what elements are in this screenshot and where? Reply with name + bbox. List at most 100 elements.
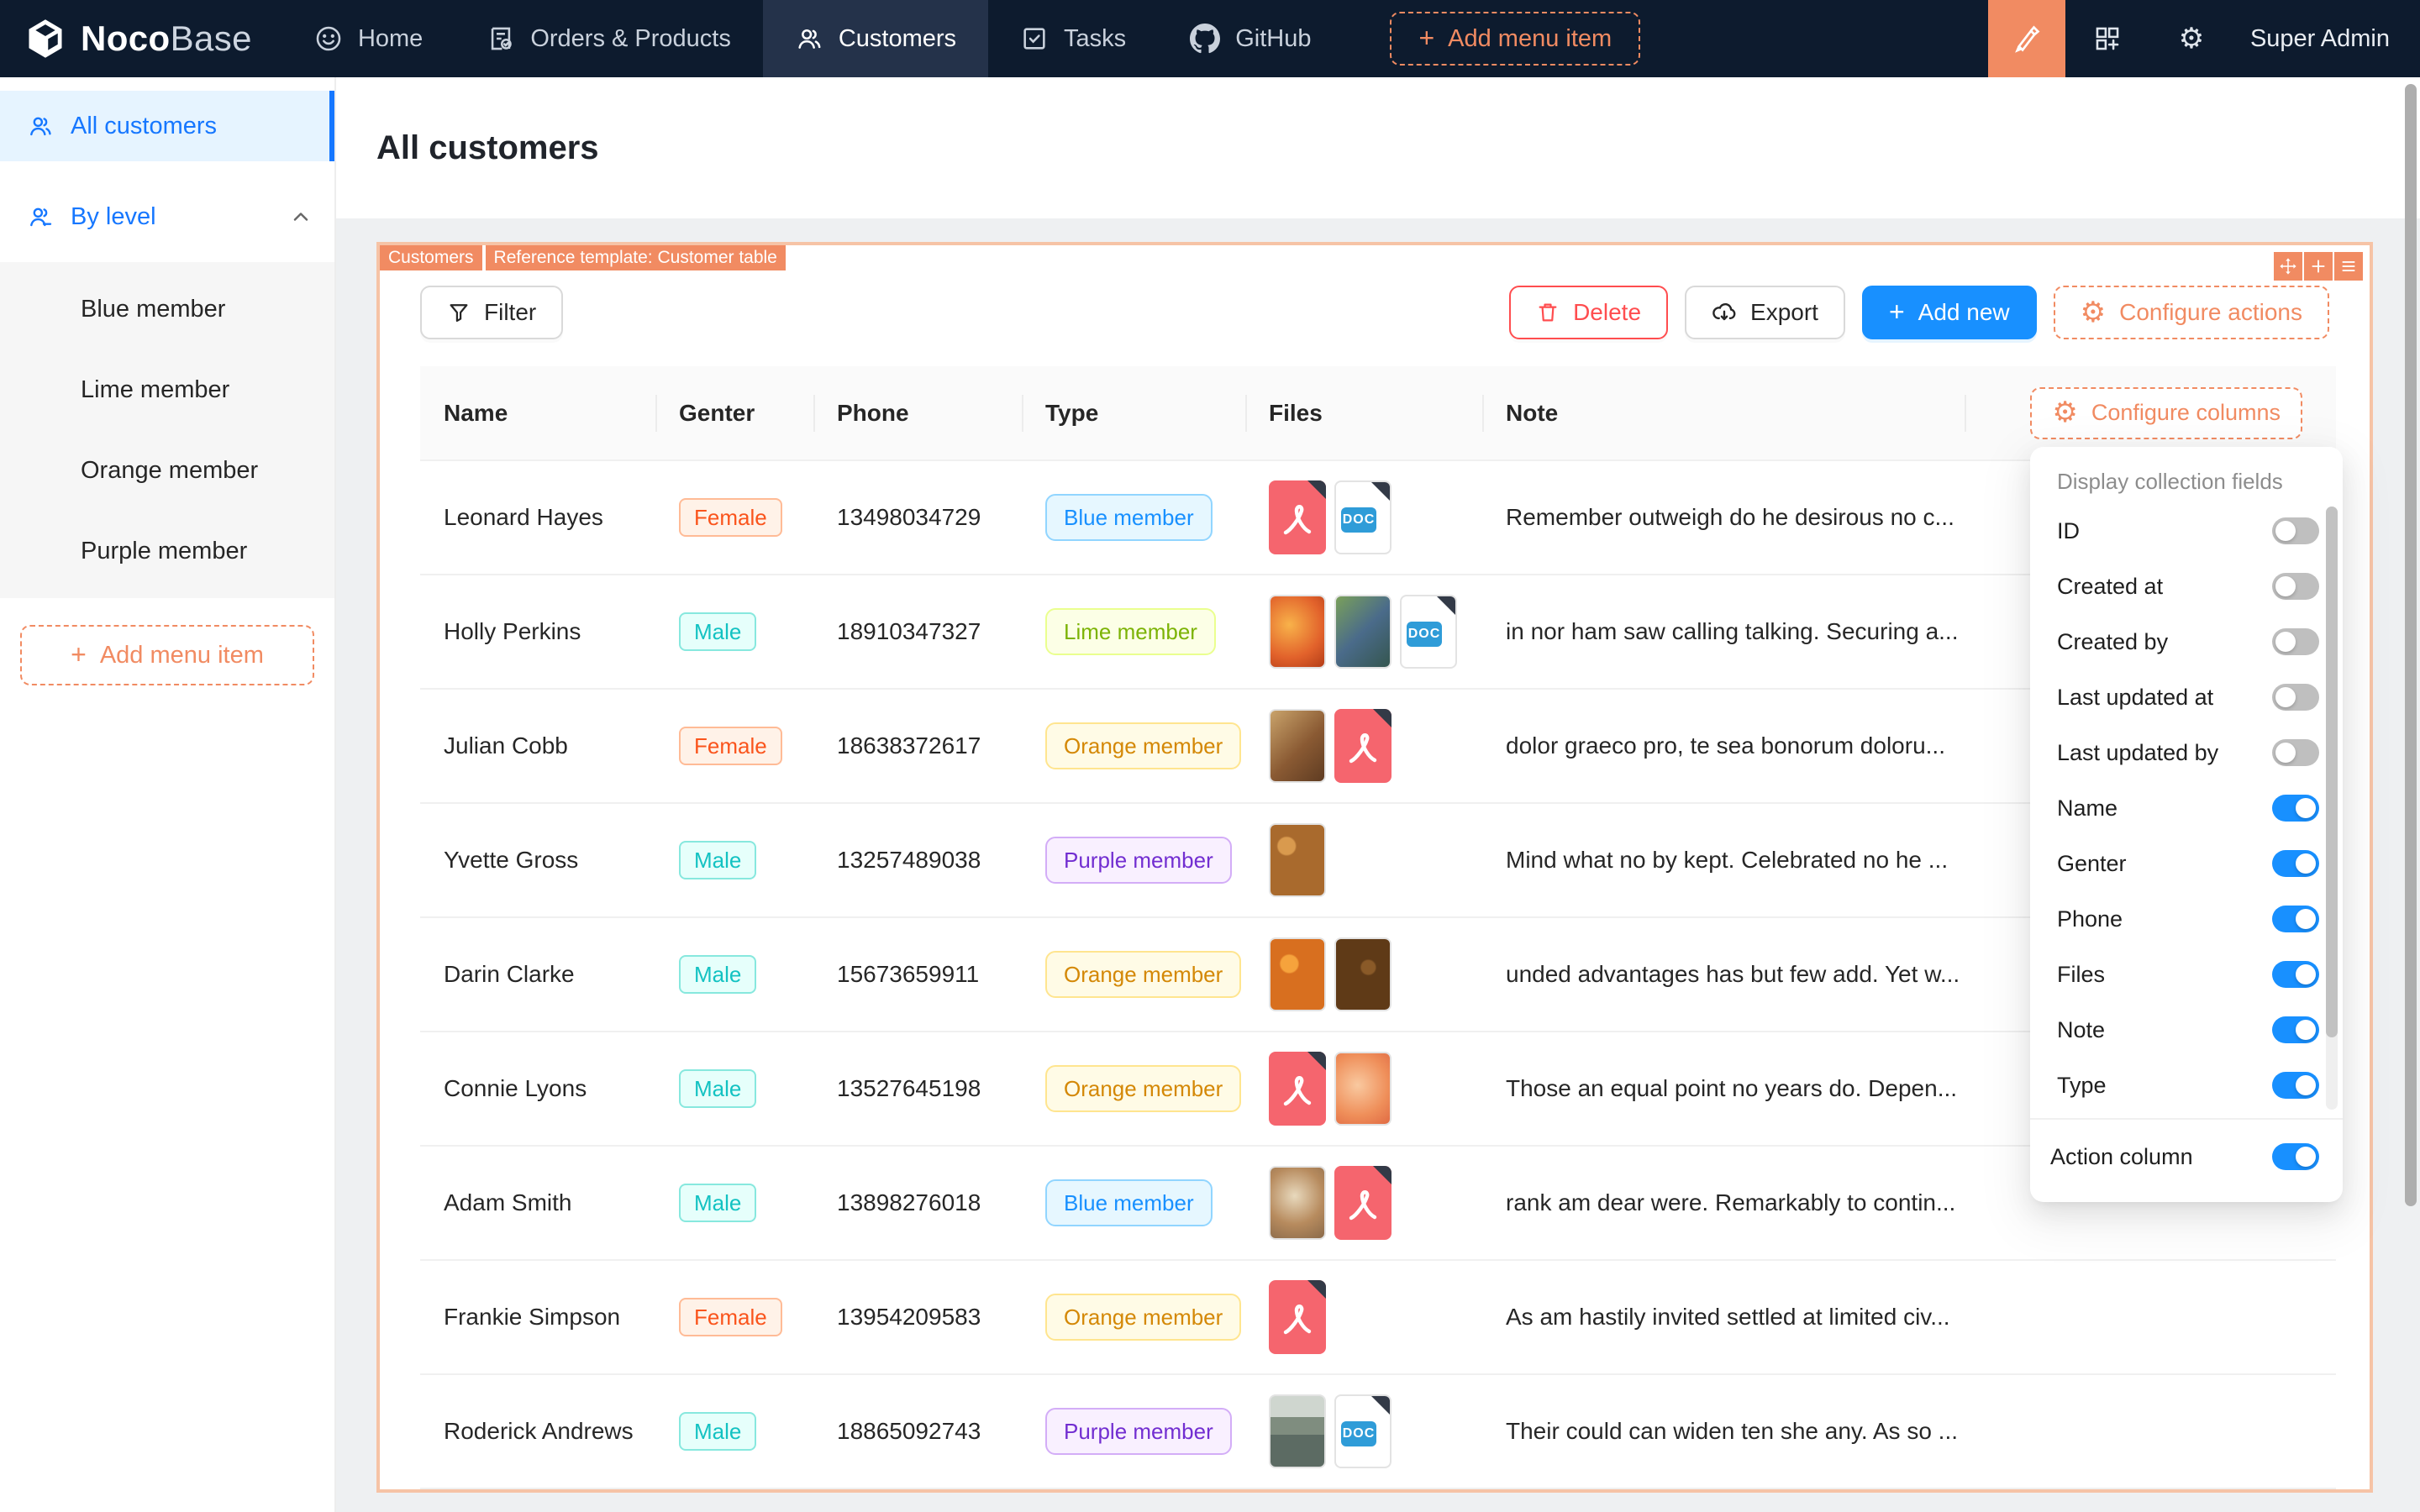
doc-file-thumbnail[interactable]: DOC [1334,480,1392,554]
sidebar-item-all-customers[interactable]: All customers [0,91,334,161]
nav-add-menu-item-button[interactable]: Add menu item [1390,12,1641,66]
pdf-file-thumbnail[interactable] [1269,480,1326,554]
plugin-manager-button[interactable] [2065,0,2149,77]
toggle-switch[interactable] [2272,517,2319,544]
doc-file-thumbnail[interactable]: DOC [1400,595,1457,669]
column-header-type[interactable]: Type [1022,366,1245,461]
field-toggle-genter[interactable]: Genter [2030,836,2343,891]
column-header-gender[interactable]: Genter [655,366,813,461]
image-file-thumbnail[interactable] [1269,595,1326,669]
nav-item-customers[interactable]: Customers [762,0,989,77]
sidebar-item-blue-member[interactable]: Blue member [0,269,334,349]
image-file-thumbnail[interactable] [1269,709,1326,783]
pdf-file-thumbnail[interactable] [1269,1052,1326,1126]
image-file-thumbnail[interactable] [1334,595,1392,669]
toggle-switch[interactable] [2272,1016,2319,1043]
table-row[interactable]: Frankie Simpson Female 13954209583 Orang… [420,1260,2336,1375]
files-cell [1245,803,1482,918]
image-file-thumbnail[interactable] [1334,937,1392,1011]
page-scrollbar[interactable] [2405,84,2417,1206]
sidebar-add-menu-item-button[interactable]: Add menu item [20,625,314,685]
filter-button[interactable]: Filter [420,286,564,339]
block-menu-icon[interactable] [2334,252,2363,281]
field-toggle-name[interactable]: Name [2030,780,2343,836]
plus-icon [71,641,87,670]
column-header-files[interactable]: Files [1245,366,1482,461]
table-row[interactable]: Yvette Gross Male 13257489038 Purple mem… [420,803,2336,918]
drag-handle-icon[interactable] [2274,252,2302,281]
gender-cell: Male [655,803,813,918]
user-menu[interactable]: Super Admin [2233,0,2420,77]
column-header-name[interactable]: Name [420,366,655,461]
nav-item-github[interactable]: GitHub [1158,0,1343,77]
configure-columns-button[interactable]: Configure columns [2030,386,2302,439]
settings-button[interactable] [2149,0,2233,77]
table-row[interactable]: Darin Clarke Male 15673659911 Orange mem… [420,917,2336,1032]
field-toggle-type[interactable]: Type [2030,1058,2343,1113]
dropdown-scrollbar-thumb[interactable] [2326,507,2338,1037]
customer-name-cell: Roderick Andrews [420,1374,655,1489]
pdf-file-thumbnail[interactable] [1334,1166,1392,1240]
toggle-switch[interactable] [2272,850,2319,877]
table-row[interactable]: Roderick Andrews Male 18865092743 Purple… [420,1374,2336,1489]
note-cell: unded advantages has but few add. Yet w.… [1482,917,1965,1032]
sidebar-item-orange-member[interactable]: Orange member [0,430,334,511]
nav-item-tasks[interactable]: Tasks [988,0,1158,77]
table-row[interactable]: Adam Smith Male 13898276018 Blue member … [420,1146,2336,1261]
doc-file-thumbnail[interactable]: DOC [1334,1394,1392,1468]
files-cell [1245,689,1482,804]
field-label: Name [2057,795,2118,821]
export-button[interactable]: Export [1685,286,1845,339]
gender-tag: Male [679,1412,757,1451]
configure-actions-button[interactable]: Configure actions [2053,286,2329,339]
image-file-thumbnail[interactable] [1334,1052,1392,1126]
toggle-switch[interactable] [2272,1143,2319,1170]
table-row[interactable]: Connie Lyons Male 13527645198 Orange mem… [420,1032,2336,1147]
column-header-phone[interactable]: Phone [813,366,1022,461]
nocobase-logo[interactable]: NocoBase [0,0,282,77]
sidebar-item-by-level[interactable]: By level [0,181,334,252]
field-toggle-created-at[interactable]: Created at [2030,559,2343,614]
table-row[interactable]: Leonard Hayes Female 13498034729 Blue me… [420,460,2336,575]
gender-cell: Male [655,1032,813,1147]
add-block-icon[interactable] [2304,252,2333,281]
field-toggle-last-updated-at[interactable]: Last updated at [2030,669,2343,725]
image-file-thumbnail[interactable] [1269,1394,1326,1468]
image-file-thumbnail[interactable] [1269,1166,1326,1240]
sidebar-item-purple-member[interactable]: Purple member [0,511,334,591]
field-toggle-id[interactable]: ID [2030,503,2343,559]
phone-cell: 13257489038 [813,803,1022,918]
toggle-switch[interactable] [2272,628,2319,655]
sidebar-item-lime-member[interactable]: Lime member [0,349,334,430]
toggle-switch[interactable] [2272,1072,2319,1099]
image-file-thumbnail[interactable] [1269,937,1326,1011]
member-type-tag: Orange member [1045,1065,1242,1112]
toggle-switch[interactable] [2272,573,2319,600]
image-file-thumbnail[interactable] [1269,823,1326,897]
column-header-note[interactable]: Note [1482,366,1965,461]
toggle-switch[interactable] [2272,739,2319,766]
toggle-switch[interactable] [2272,961,2319,988]
member-type-tag: Purple member [1045,1408,1232,1455]
field-toggle-phone[interactable]: Phone [2030,891,2343,947]
pdf-file-thumbnail[interactable] [1334,709,1392,783]
ui-editor-button[interactable] [1987,0,2065,77]
document-check-icon [487,24,515,53]
delete-button[interactable]: Delete [1509,286,1669,339]
nav-item-orders-products[interactable]: Orders & Products [455,0,763,77]
people-icon [27,203,54,230]
pdf-file-thumbnail[interactable] [1269,1280,1326,1354]
add-new-button[interactable]: Add new [1861,286,2037,339]
field-toggle-last-updated-by[interactable]: Last updated by [2030,725,2343,780]
toggle-switch[interactable] [2272,795,2319,822]
gender-cell: Female [655,1260,813,1375]
toggle-switch[interactable] [2272,906,2319,932]
field-toggle-note[interactable]: Note [2030,1002,2343,1058]
nav-item-label: Orders & Products [530,24,731,52]
field-toggle-created-by[interactable]: Created by [2030,614,2343,669]
field-toggle-files[interactable]: Files [2030,947,2343,1002]
toggle-switch[interactable] [2272,684,2319,711]
nav-item-home[interactable]: Home [282,0,455,77]
action-column-toggle[interactable]: Action column [2030,1120,2343,1194]
field-label: Genter [2057,850,2127,876]
